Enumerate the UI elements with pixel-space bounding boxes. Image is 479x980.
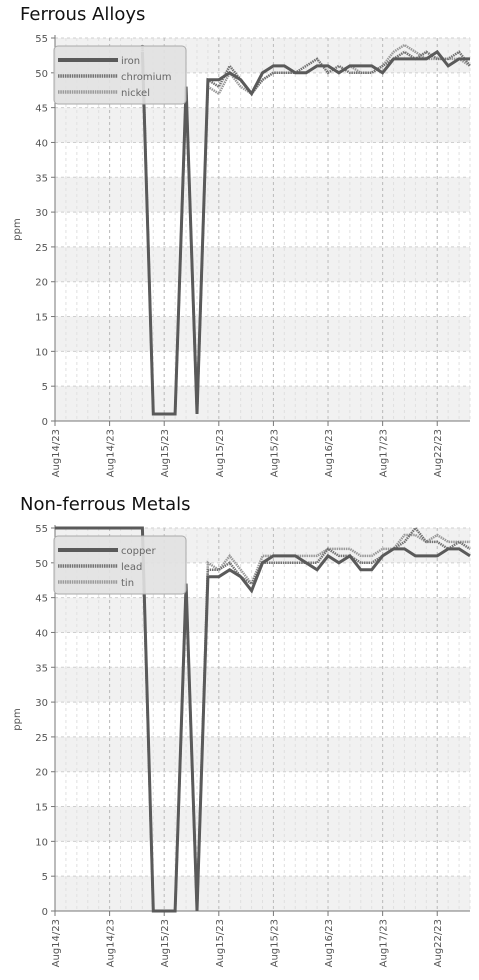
x-tick-label: Aug15/23 [160, 429, 171, 477]
x-tick-label: Aug14/23 [106, 919, 117, 967]
legend-label: nickel [121, 88, 150, 99]
x-tick-label: Aug15/23 [215, 429, 226, 477]
y-tick-label: 55 [35, 524, 48, 535]
x-tick-label: Aug16/23 [324, 919, 335, 967]
y-tick-label: 10 [35, 837, 48, 848]
grid-band [55, 386, 470, 421]
y-tick-label: 50 [35, 559, 48, 570]
chart-non-ferrous-metals: 0 5 10 15 20 25 30 35 40 45 50 55 Aug14/23 Aug14/23 Au… [12, 524, 471, 967]
x-tick-label: Aug16/23 [324, 429, 335, 477]
x-tick-label: Aug15/23 [215, 919, 226, 967]
x-tick-label: Aug17/23 [379, 919, 390, 967]
x-tick-label: Aug15/23 [269, 429, 280, 477]
series-line-iron [140, 49, 470, 416]
x-tick-label: Aug15/23 [269, 919, 280, 967]
chart-title: Ferrous Alloys [20, 4, 146, 25]
x-tick-label: Aug17/23 [379, 429, 390, 477]
x-tick-label: Aug15/23 [160, 919, 171, 967]
y-tick-label: 35 [35, 663, 48, 674]
y-tick-label: 5 [42, 872, 48, 883]
y-tick-label: 0 [42, 417, 48, 428]
x-tick-label: Aug22/23 [433, 919, 444, 967]
legend-label: lead [121, 562, 142, 573]
series-line-nickel [141, 43, 471, 416]
y-axis-label: ppm [12, 708, 23, 730]
chart-panel-nonferrous: Non-ferrous Metals 0 5 10 15 20 25 30 35 40 45 50 5… [0, 490, 479, 980]
chart-ferrous-alloys: 0 5 10 15 20 25 30 35 40 45 50 55 Aug14/23 Aug14/23 Au… [12, 34, 471, 477]
y-tick-label: 30 [35, 698, 48, 709]
y-axis-label: ppm [12, 218, 23, 240]
y-tick-label: 30 [35, 208, 48, 219]
y-tick-label: 0 [42, 907, 48, 918]
legend-label: chromium [121, 72, 171, 83]
y-tick-label: 25 [35, 733, 48, 744]
x-tick-label: Aug14/23 [51, 429, 62, 477]
series-line-copper [55, 526, 471, 913]
y-tick-label: 50 [35, 69, 48, 80]
y-tick-label: 25 [35, 243, 48, 254]
y-tick-label: 10 [35, 347, 48, 358]
chart-panel-ferrous: Ferrous Alloys 0 5 10 15 20 25 30 35 40 45 50 55 Aug… [12, 4, 471, 477]
y-tick-label: 20 [35, 768, 48, 779]
legend: copper lead tin [53, 535, 187, 595]
legend-label: iron [121, 56, 140, 67]
y-tick-label: 45 [35, 594, 48, 605]
x-tick-label: Aug22/23 [433, 429, 444, 477]
legend-label: copper [121, 546, 156, 557]
y-tick-label: 45 [35, 104, 48, 115]
y-tick-label: 40 [35, 628, 48, 639]
y-tick-label: 20 [35, 278, 48, 289]
y-tick-label: 5 [42, 382, 48, 393]
grid-band [55, 246, 470, 282]
legend: iron chromium nickel [53, 45, 187, 105]
chart-title: Non-ferrous Metals [20, 494, 191, 515]
y-tick-label: 55 [35, 34, 48, 45]
x-tick-label: Aug14/23 [106, 429, 117, 477]
grid-band [55, 876, 470, 911]
y-tick-label: 40 [35, 138, 48, 149]
y-tick-label: 35 [35, 173, 48, 184]
y-tick-label: 15 [35, 803, 48, 814]
legend-box [53, 535, 187, 595]
legend-label: tin [121, 578, 134, 589]
x-tick-label: Aug14/23 [51, 919, 62, 967]
y-tick-label: 15 [35, 313, 48, 324]
grid-band [55, 736, 470, 772]
